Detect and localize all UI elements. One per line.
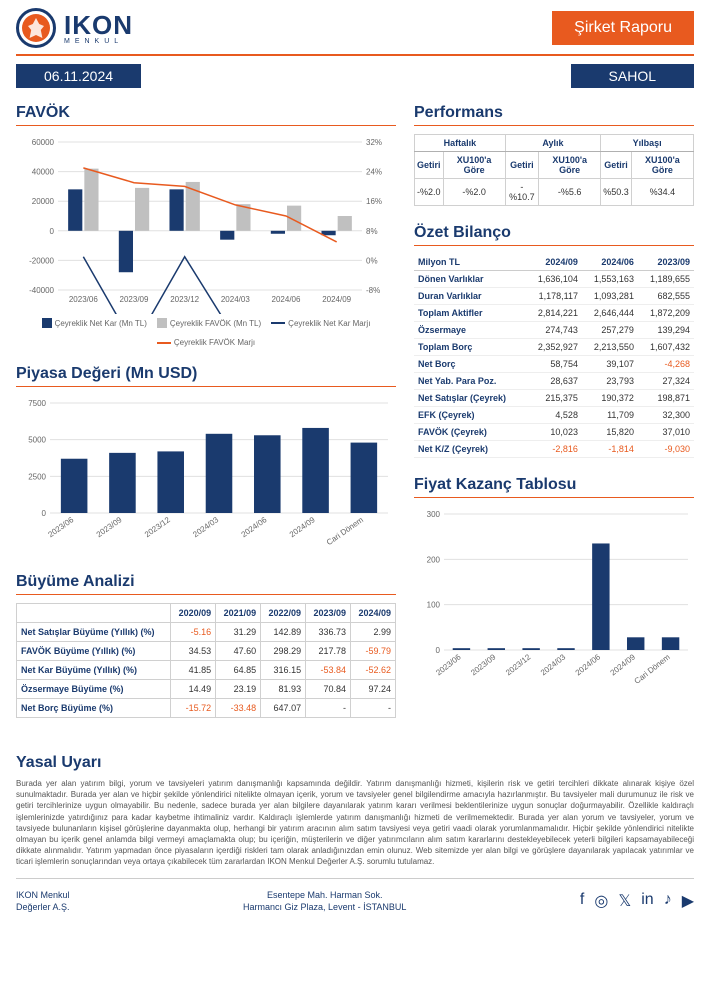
svg-text:2023/12: 2023/12	[170, 295, 199, 304]
favok-chart: -40000 -20000 0 20000 40000 60000 -8% 0% 8% 16% 24…	[16, 134, 396, 314]
svg-text:2024/03: 2024/03	[539, 652, 568, 677]
svg-text:Cari Dönem: Cari Dönem	[633, 652, 672, 686]
svg-text:300: 300	[427, 510, 441, 519]
svg-text:-20000: -20000	[29, 256, 54, 265]
svg-text:0: 0	[436, 646, 441, 655]
disclaimer-text: Burada yer alan yatırım bilgi, yorum ve …	[16, 778, 694, 868]
piyasa-chart: 0 2500 5000 7500 2023/06 2023/09 2023/12 2024/0…	[16, 395, 396, 555]
logo-icon	[16, 8, 56, 48]
buyume-title: Büyüme Analizi	[16, 573, 396, 595]
svg-text:2023/06: 2023/06	[46, 515, 75, 539]
disclaimer-title: Yasal Uyarı	[16, 754, 694, 772]
report-type-tag: Şirket Raporu	[552, 11, 694, 45]
youtube-icon[interactable]: ▶	[682, 891, 694, 911]
svg-text:40000: 40000	[32, 168, 55, 177]
svg-text:0%: 0%	[366, 256, 378, 265]
piyasa-title: Piyasa Değeri (Mn USD)	[16, 365, 396, 387]
svg-text:-40000: -40000	[29, 286, 54, 295]
fk-title: Fiyat Kazanç Tablosu	[414, 476, 694, 498]
svg-text:2024/03: 2024/03	[191, 515, 220, 539]
fk-chart: 01002003002023/062023/092023/122024/0320…	[414, 506, 694, 696]
svg-text:100: 100	[427, 601, 441, 610]
svg-text:2023/06: 2023/06	[69, 295, 98, 304]
svg-text:60000: 60000	[32, 138, 55, 147]
linkedin-icon[interactable]: in	[641, 891, 653, 911]
svg-text:5000: 5000	[28, 436, 46, 445]
svg-text:2023/12: 2023/12	[143, 515, 172, 539]
svg-text:200: 200	[427, 555, 441, 564]
footer-company: IKON Menkul Değerler A.Ş.	[16, 889, 70, 914]
svg-text:8%: 8%	[366, 227, 378, 236]
svg-text:2023/09: 2023/09	[120, 295, 149, 304]
svg-text:2024/09: 2024/09	[288, 515, 317, 539]
social-icons: f ◎ 𝕏 in ♪ ▶	[580, 891, 694, 911]
svg-text:32%: 32%	[366, 138, 382, 147]
svg-text:2500: 2500	[28, 472, 46, 481]
instagram-icon[interactable]: ◎	[594, 891, 608, 911]
svg-text:2024/09: 2024/09	[609, 652, 638, 677]
logo-block: IKON MENKUL	[16, 8, 133, 48]
growth-table: 2020/092021/092022/092023/092024/09Net S…	[16, 603, 396, 718]
x-icon[interactable]: 𝕏	[618, 891, 631, 911]
svg-text:16%: 16%	[366, 197, 382, 206]
svg-text:Cari Dönem: Cari Dönem	[325, 515, 365, 547]
svg-text:2024/06: 2024/06	[272, 295, 301, 304]
performans-table: HaftalıkAylıkYılbaşıGetiriXU100'a GöreGe…	[414, 134, 694, 206]
brand-sub: MENKUL	[64, 38, 133, 45]
svg-text:2024/03: 2024/03	[221, 295, 250, 304]
svg-text:0: 0	[42, 509, 47, 518]
svg-text:2024/06: 2024/06	[240, 515, 269, 539]
facebook-icon[interactable]: f	[580, 891, 584, 911]
footer-address: Esentepe Mah. Harman Sok. Harmancı Giz P…	[243, 889, 406, 914]
favok-title: FAVÖK	[16, 104, 396, 126]
svg-text:0: 0	[50, 227, 55, 236]
svg-text:2023/06: 2023/06	[434, 652, 463, 677]
performans-title: Performans	[414, 104, 694, 126]
report-date: 06.11.2024	[16, 64, 141, 88]
svg-text:24%: 24%	[366, 168, 382, 177]
svg-text:7500: 7500	[28, 399, 46, 408]
svg-text:2024/09: 2024/09	[322, 295, 351, 304]
brand-name: IKON	[64, 12, 133, 38]
svg-text:2023/09: 2023/09	[469, 652, 498, 677]
tiktok-icon[interactable]: ♪	[664, 891, 672, 911]
svg-text:20000: 20000	[32, 197, 55, 206]
ticker-pill: SAHOL	[571, 64, 694, 88]
svg-text:2024/06: 2024/06	[574, 652, 603, 677]
svg-text:2023/09: 2023/09	[95, 515, 124, 539]
svg-text:2023/12: 2023/12	[504, 652, 533, 677]
bilanco-title: Özet Bilanço	[414, 224, 694, 246]
balance-table: Milyon TL2024/092024/062023/09Dönen Varl…	[414, 254, 694, 458]
svg-text:-8%: -8%	[366, 286, 380, 295]
favok-legend: Çeyreklik Net Kar (Mn TL)Çeyreklik FAVÖK…	[16, 318, 396, 347]
